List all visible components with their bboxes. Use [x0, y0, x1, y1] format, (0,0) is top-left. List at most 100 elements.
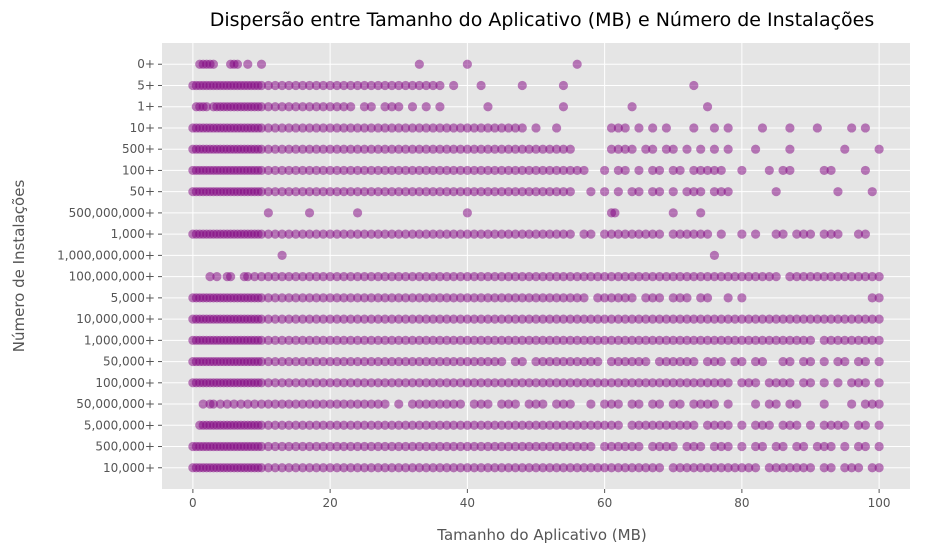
scatter-point — [284, 420, 294, 430]
scatter-point — [600, 229, 610, 239]
scatter-point — [277, 80, 287, 91]
scatter-point — [256, 335, 267, 345]
scatter-point — [449, 356, 459, 367]
scatter-point — [860, 356, 870, 367]
scatter-point — [263, 123, 273, 133]
scatter-point — [668, 378, 678, 388]
scatter-point — [435, 314, 445, 324]
scatter-point — [558, 314, 569, 324]
scatter-point — [716, 314, 726, 324]
y-tick-label: 1,000,000+ — [84, 333, 155, 347]
scatter-point — [256, 59, 267, 69]
scatter-point — [414, 420, 424, 430]
scatter-point — [352, 229, 363, 239]
scatter-point — [689, 420, 699, 430]
scatter-point — [545, 420, 555, 430]
scatter-point — [497, 165, 507, 176]
scatter-point — [593, 463, 603, 473]
scatter-point — [325, 420, 335, 430]
scatter-point — [702, 165, 713, 176]
scatter-point — [483, 165, 493, 176]
scatter-point — [263, 463, 273, 473]
scatter-point — [648, 144, 658, 154]
scatter-point — [860, 123, 870, 133]
scatter-point — [304, 187, 315, 197]
scatter-point — [215, 399, 225, 409]
scatter-point — [442, 272, 452, 282]
scatter-point — [545, 356, 555, 367]
scatter-point — [785, 356, 795, 367]
scatter-point — [641, 272, 651, 282]
scatter-point — [799, 229, 809, 239]
scatter-point — [366, 80, 376, 91]
scatter-point — [531, 399, 541, 409]
scatter-point — [298, 356, 308, 367]
scatter-point — [435, 399, 445, 409]
scatter-point — [593, 293, 603, 303]
scatter-point — [840, 463, 850, 473]
scatter-point — [325, 335, 335, 345]
scatter-point — [490, 293, 500, 303]
scatter-point — [799, 463, 809, 473]
scatter-point — [503, 229, 514, 239]
scatter-point — [442, 293, 452, 303]
scatter-point — [785, 399, 795, 409]
scatter-point — [565, 165, 575, 176]
scatter-point — [586, 463, 596, 473]
scatter-point — [352, 441, 363, 452]
scatter-point — [366, 335, 376, 345]
scatter-point — [517, 144, 527, 154]
scatter-point — [256, 463, 267, 473]
scatter-point — [785, 463, 795, 473]
scatter-point — [696, 144, 706, 154]
scatter-point — [442, 123, 452, 133]
scatter-point — [277, 356, 287, 367]
scatter-point — [641, 144, 651, 154]
scatter-point — [497, 356, 507, 367]
scatter-point — [785, 378, 795, 388]
scatter-point — [545, 378, 555, 388]
scatter-point — [407, 102, 418, 112]
scatter-point — [483, 314, 493, 324]
scatter-point — [847, 335, 857, 345]
scatter-point — [545, 335, 555, 345]
scatter-point — [565, 463, 575, 473]
scatter-point — [750, 229, 761, 239]
scatter-point — [352, 356, 363, 367]
scatter-point — [517, 272, 527, 282]
scatter-point — [634, 399, 644, 409]
scatter-point — [867, 293, 877, 303]
scatter-point — [359, 144, 370, 154]
scatter-point — [538, 378, 548, 388]
scatter-point — [716, 378, 726, 388]
scatter-point — [449, 378, 459, 388]
scatter-point — [702, 293, 713, 303]
scatter-point — [380, 272, 390, 282]
scatter-point — [256, 378, 267, 388]
scatter-point — [284, 165, 294, 176]
x-tick-label: 20 — [322, 496, 337, 510]
scatter-point — [558, 399, 569, 409]
scatter-point — [346, 229, 356, 239]
scatter-point — [394, 123, 404, 133]
scatter-point — [702, 399, 713, 409]
scatter-point — [366, 314, 376, 324]
scatter-point — [510, 441, 521, 452]
scatter-point — [476, 165, 486, 176]
scatter-point — [352, 144, 363, 154]
scatter-point — [304, 165, 315, 176]
scatter-point — [462, 59, 472, 69]
scatter-point — [352, 314, 363, 324]
scatter-point — [202, 102, 212, 112]
scatter-point — [565, 378, 575, 388]
scatter-point — [373, 399, 383, 409]
scatter-point — [332, 293, 342, 303]
scatter-point — [593, 420, 603, 430]
scatter-point — [359, 463, 370, 473]
scatter-point — [442, 378, 452, 388]
scatter-point — [517, 187, 527, 197]
scatter-point — [538, 187, 548, 197]
scatter-point — [352, 378, 363, 388]
scatter-point — [517, 80, 527, 91]
y-tick-label: 50,000+ — [103, 355, 155, 369]
